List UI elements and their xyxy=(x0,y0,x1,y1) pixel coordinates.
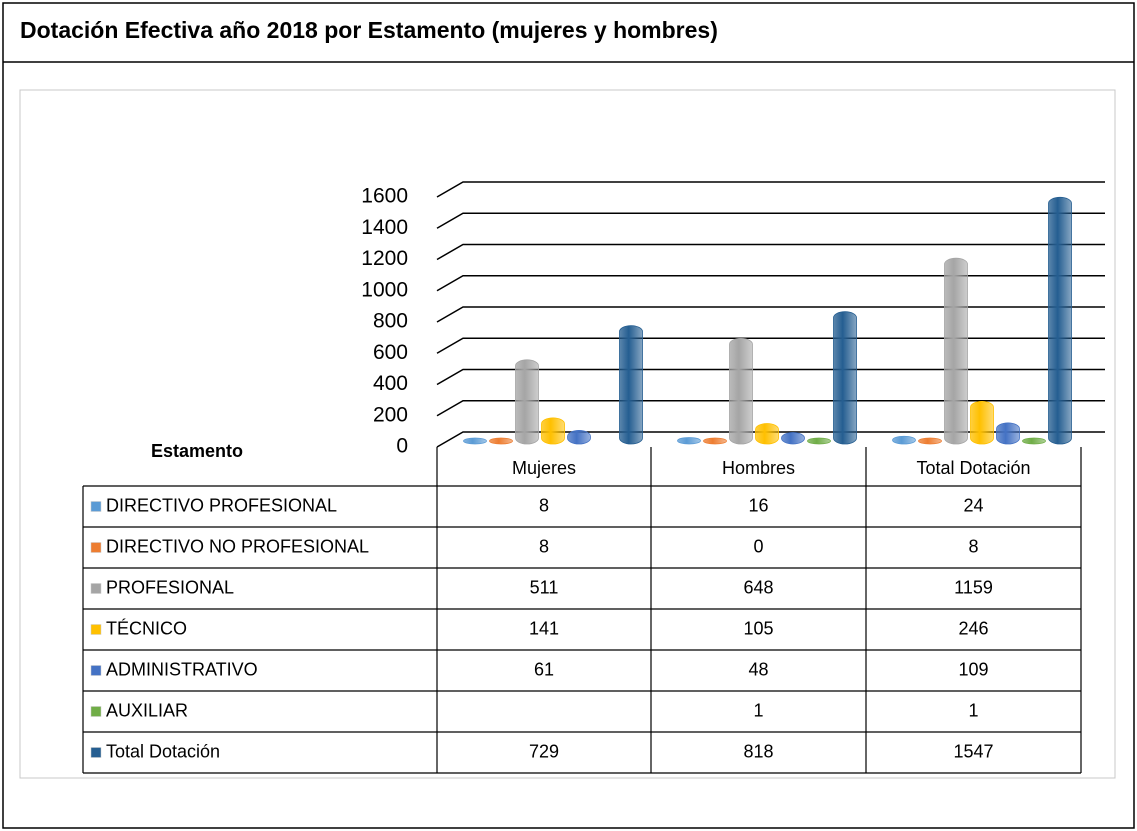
cell-value: 141 xyxy=(529,618,559,638)
bar xyxy=(781,432,805,445)
cell-value: 1 xyxy=(753,700,763,720)
row-label: DIRECTIVO PROFESIONAL xyxy=(106,495,337,515)
legend-swatch xyxy=(90,706,102,717)
chart-area xyxy=(19,89,1116,779)
bar xyxy=(703,437,727,445)
cell-value: 109 xyxy=(958,659,988,679)
bar xyxy=(729,337,753,445)
bar xyxy=(807,437,831,445)
cell-value: 1 xyxy=(968,700,978,720)
bar xyxy=(677,437,701,445)
bar xyxy=(996,422,1020,445)
bar xyxy=(755,423,779,445)
column-header: Hombres xyxy=(722,458,795,478)
grid-line xyxy=(436,243,1105,261)
bar xyxy=(918,437,942,445)
cell-value: 8 xyxy=(539,536,549,556)
chart-title: Dotación Efectiva año 2018 por Estamento… xyxy=(20,17,718,43)
column-header: Total Dotación xyxy=(916,458,1030,478)
cell-value: 648 xyxy=(743,577,773,597)
y-tick-label: 800 xyxy=(373,310,408,333)
bar xyxy=(944,257,968,445)
cell-value: 1547 xyxy=(953,741,993,761)
row-label: Total Dotación xyxy=(106,741,220,761)
grid-line xyxy=(436,368,1105,386)
y-tick-label: 1600 xyxy=(361,185,408,208)
cell-value: 0 xyxy=(753,536,763,556)
row-label: TÉCNICO xyxy=(106,618,187,638)
cell-value: 16 xyxy=(748,495,768,515)
y-tick-label: 0 xyxy=(396,435,408,458)
y-tick-label: 1000 xyxy=(361,278,408,301)
legend-swatch xyxy=(90,747,102,758)
y-tick-label: 600 xyxy=(373,341,408,364)
bar xyxy=(892,435,916,445)
row-label: ADMINISTRATIVO xyxy=(106,659,258,679)
cell-value: 246 xyxy=(958,618,988,638)
grid-line xyxy=(436,306,1105,323)
cell-value: 818 xyxy=(743,741,773,761)
row-label: AUXILIAR xyxy=(106,700,188,720)
bar xyxy=(463,437,487,445)
cell-value: 24 xyxy=(963,495,983,515)
legend-swatch xyxy=(90,624,102,635)
legend-swatch xyxy=(90,665,102,676)
y-tick-label: 400 xyxy=(373,372,408,395)
grid-line xyxy=(436,337,1105,354)
legend-swatch xyxy=(90,583,102,594)
bar xyxy=(619,325,643,445)
bar xyxy=(1022,437,1046,445)
grid-line xyxy=(436,181,1105,198)
bar xyxy=(833,311,857,445)
bar xyxy=(541,417,565,445)
cell-value: 511 xyxy=(530,577,559,597)
legend-swatch xyxy=(90,542,102,553)
row-label: DIRECTIVO NO PROFESIONAL xyxy=(106,536,369,556)
grid-line xyxy=(436,400,1105,417)
grid-line xyxy=(436,431,1105,448)
cell-value: 8 xyxy=(968,536,978,556)
bar xyxy=(515,359,539,445)
bar xyxy=(970,401,994,445)
cell-value: 1159 xyxy=(954,577,993,597)
bar xyxy=(489,437,513,445)
legend-swatch xyxy=(90,501,102,512)
grid-line xyxy=(436,212,1105,229)
y-tick-label: 200 xyxy=(373,403,408,426)
cell-value: 729 xyxy=(529,741,559,761)
cell-value: 8 xyxy=(539,495,549,515)
y-tick-label: 1200 xyxy=(361,247,408,270)
row-header: Estamento xyxy=(151,441,243,461)
grid-line xyxy=(436,275,1105,292)
column-header: Mujeres xyxy=(512,458,576,478)
cell-value: 61 xyxy=(534,659,554,679)
row-label: PROFESIONAL xyxy=(106,577,234,597)
bar xyxy=(567,430,591,445)
bar xyxy=(1048,196,1072,445)
cell-value: 105 xyxy=(743,618,773,638)
cell-value: 48 xyxy=(748,659,768,679)
y-tick-label: 1400 xyxy=(361,216,408,239)
